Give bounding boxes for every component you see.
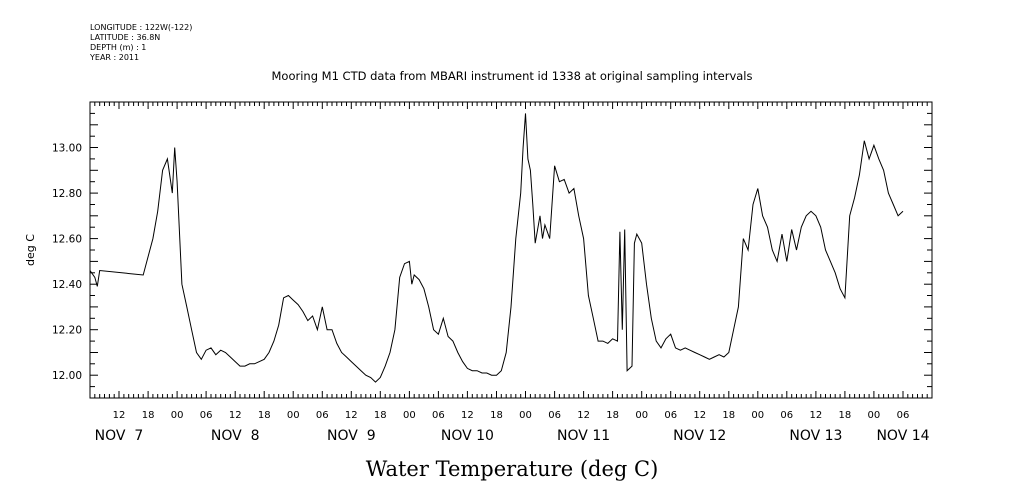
y-axis: 12.00 12.20 12.40 12.60 12.80 13.00 [52,101,932,399]
y-tick-label: 12.40 [52,279,82,291]
y-tick-label: 12.20 [52,325,82,337]
x-hour-label: 00 [171,410,184,421]
chart-title: Mooring M1 CTD data from MBARI instrumen… [272,69,753,83]
x-hour-label: 18 [839,410,852,421]
x-hour-label: 18 [490,410,503,421]
x-day-label: NOV 13 [789,428,842,444]
header-year: YEAR : 2011 [89,53,139,62]
y-tick-label: 12.60 [52,234,82,246]
x-hour-label: 18 [722,410,735,421]
x-hour-label: 12 [693,410,706,421]
x-hour-label: 12 [461,410,474,421]
y-tick-label: 12.00 [52,370,82,382]
x-hour-label: 00 [403,410,416,421]
x-axis-label: Water Temperature (deg C) [366,457,659,481]
x-hour-label: 18 [374,410,387,421]
x-hour-label: 00 [519,410,532,421]
x-hour-label: 00 [751,410,764,421]
x-day-label: NOV 11 [557,428,610,444]
x-hour-label: 18 [142,410,155,421]
x-hour-label: 00 [635,410,648,421]
temperature-line [89,113,904,383]
header-latitude: LATITUDE : 36.8N [90,33,160,42]
x-day-label: NOV 12 [673,428,726,444]
x-hour-label: 06 [548,410,561,421]
x-hour-label: 00 [868,410,881,421]
x-day-label: NOV 8 [211,428,260,444]
y-tick-label: 12.80 [52,188,82,200]
x-day-label: NOV 14 [876,428,929,444]
y-axis-label: deg C [24,234,37,266]
x-day-label: NOV 9 [327,428,376,444]
x-hour-label: 00 [287,410,300,421]
x-day-label: NOV 10 [441,428,494,444]
x-hour-label: 12 [810,410,823,421]
x-hour-label: 18 [606,410,619,421]
x-hour-label: 06 [780,410,793,421]
header-longitude: LONGITUDE : 122W(-122) [90,23,192,32]
x-hour-label: 12 [113,410,126,421]
x-hour-label: 06 [664,410,677,421]
x-hour-label: 18 [258,410,271,421]
x-hour-label: 06 [432,410,445,421]
x-hour-label: 12 [345,410,358,421]
x-hour-label: 06 [200,410,213,421]
x-hour-label: 06 [897,410,910,421]
x-hour-label: 12 [577,410,590,421]
x-day-label: NOV 7 [95,428,144,444]
x-hour-label: 06 [316,410,329,421]
header-depth: DEPTH (m) : 1 [90,43,146,52]
x-axis: 12 18 00 06 12 18 00 06 12 18 00 06 12 18 00 06 12 18 00 06… [89,102,933,444]
x-hour-label: 12 [229,410,242,421]
y-tick-label: 13.00 [52,143,82,155]
